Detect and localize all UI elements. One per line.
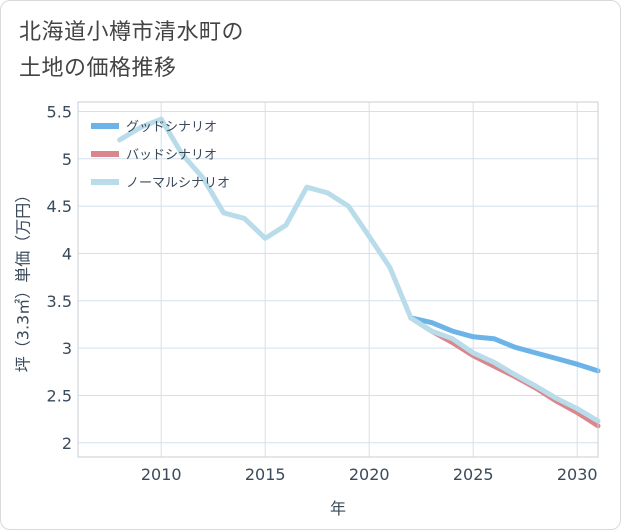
x-tick-label: 2015 — [245, 465, 286, 484]
y-tick-label: 3.5 — [47, 292, 72, 311]
y-tick-label: 3 — [62, 339, 72, 358]
series-lines — [117, 116, 601, 429]
x-tick-label: 2030 — [557, 465, 598, 484]
x-tick-label: 2010 — [141, 465, 182, 484]
chart-title: 北海道小樽市清水町の 土地の価格推移 — [19, 20, 245, 81]
y-axis-title: 坪（3.3㎡）単価（万円） — [14, 187, 33, 372]
y-tick-label: 4.5 — [47, 197, 72, 216]
x-tick-label: 2020 — [349, 465, 390, 484]
y-tick-label: 5.5 — [47, 102, 72, 121]
legend-label: グッドシナリオ — [126, 120, 217, 135]
grid — [78, 102, 598, 457]
series-line-3 — [117, 116, 601, 424]
x-tick-label: 2025 — [453, 465, 494, 484]
y-tick-label: 5 — [62, 150, 72, 169]
tick-labels: 2 2.5 3 3.5 4 4.5 5 5.5 2010 2015 2020 2025 2030 — [47, 102, 598, 484]
plot-frame — [77, 101, 599, 458]
y-tick-label: 2 — [62, 434, 72, 453]
legend-label: バッドシナリオ — [126, 148, 217, 163]
legend-label: ノーマルシナリオ — [126, 176, 230, 191]
y-tick-label: 4 — [62, 244, 72, 263]
y-tick-label: 2.5 — [47, 386, 72, 405]
series-line-1 — [408, 315, 601, 374]
x-axis-title: 年 — [330, 499, 346, 518]
